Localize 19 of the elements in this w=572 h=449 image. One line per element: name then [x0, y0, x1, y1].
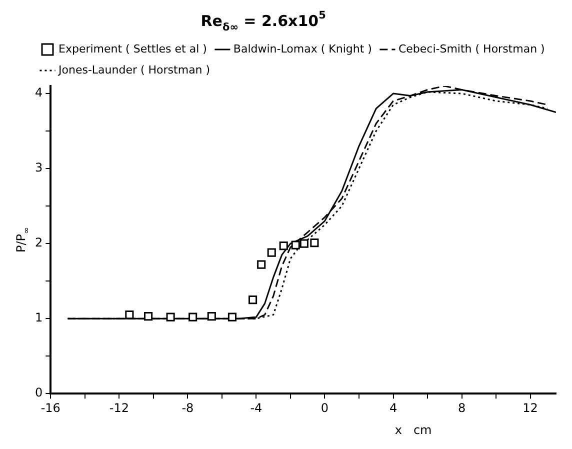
legend-label: Cebeci-Smith ( Horstman )	[398, 42, 545, 56]
x-tick-label: -4	[250, 400, 262, 415]
x-tick-label: -16	[40, 400, 60, 415]
y-axis-title: P/P∞	[14, 227, 31, 253]
y-tick-label: 2	[34, 236, 43, 250]
y-tick-label: 0	[34, 386, 43, 400]
legend-label: Jones-Launder ( Horstman )	[58, 63, 210, 76]
y-tick-label: 3	[34, 160, 43, 175]
x-tick-label: -8	[182, 400, 194, 415]
x-tick-label: 12	[522, 400, 538, 415]
x-tick-label: 8	[458, 400, 466, 415]
y-tick-label: 1	[34, 310, 43, 325]
legend-label: Experiment ( Settles et al )	[58, 42, 207, 56]
legend-label: Baldwin-Lomax ( Knight )	[233, 42, 372, 56]
x-tick-label: -12	[109, 400, 129, 415]
x-axis-title: x cm	[394, 423, 432, 438]
x-tick-label: 0	[320, 400, 329, 415]
y-tick-label: 4	[34, 86, 43, 100]
x-tick-label: 4	[389, 400, 398, 415]
